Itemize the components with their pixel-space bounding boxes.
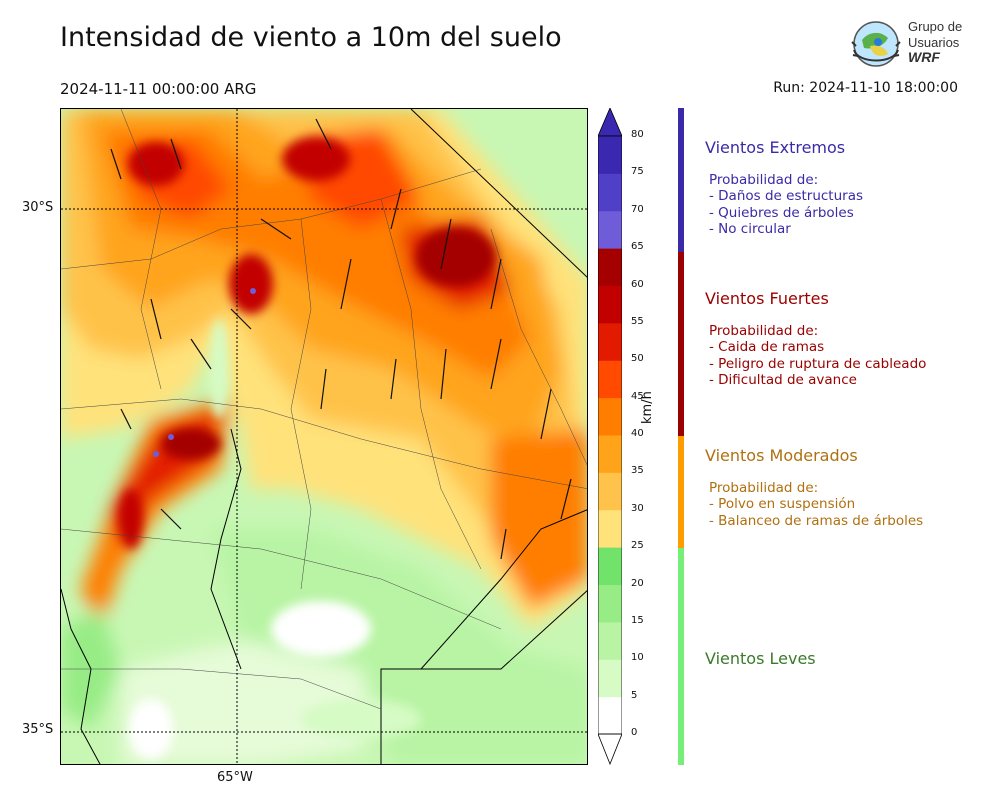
colorbar-bin bbox=[598, 248, 622, 286]
category-moderados-desc: Probabilidad de: - Polvo en suspensión -… bbox=[709, 480, 923, 529]
colorbar-tick-label: 25 bbox=[631, 540, 644, 552]
wind-map bbox=[60, 108, 588, 765]
desc-heading: Probabilidad de: bbox=[709, 323, 819, 339]
colorbar-tick-label: 10 bbox=[631, 652, 644, 664]
globe-logo-icon bbox=[851, 21, 901, 67]
wind-contours-detail bbox=[119, 137, 496, 759]
colorbar-tick-label: 0 bbox=[631, 727, 638, 738]
colorbar-tick-label: 75 bbox=[631, 166, 644, 178]
colorbar-bin bbox=[598, 397, 622, 436]
category-extremos-title: Vientos Extremos bbox=[705, 138, 846, 157]
colorbar-bin bbox=[598, 472, 622, 511]
colorbar-tick-label: 65 bbox=[631, 241, 644, 253]
desc-item: - Balanceo de ramas de árboles bbox=[709, 512, 924, 529]
desc-heading: Probabilidad de: bbox=[709, 480, 819, 496]
colorbar bbox=[598, 108, 622, 766]
band-moderados bbox=[678, 436, 684, 548]
band-extremos bbox=[678, 108, 684, 252]
colorbar-bin bbox=[598, 435, 622, 473]
wind-vectors bbox=[110, 118, 572, 560]
colorbar-tick-label: 40 bbox=[631, 428, 644, 439]
lon-label-65w: 65°W bbox=[217, 770, 253, 785]
colorbar-bin bbox=[598, 547, 622, 585]
country-borders bbox=[61, 109, 587, 764]
colorbar-bin bbox=[598, 584, 622, 623]
logo-text-line3: WRF bbox=[908, 49, 940, 65]
graticule bbox=[61, 109, 587, 764]
colorbar-tick-label: 60 bbox=[631, 278, 644, 290]
colorbar-bin bbox=[598, 509, 622, 548]
colorbar-tick-label: 20 bbox=[631, 577, 644, 589]
colorbar-bin bbox=[598, 360, 622, 399]
category-extremos-desc: Probabilidad de: - Daños de estructuras … bbox=[709, 172, 863, 238]
category-fuertes-desc: Probabilidad de: - Caida de ramas - Peli… bbox=[709, 323, 926, 389]
colorbar-tick-label: 5 bbox=[631, 689, 638, 701]
desc-item: - Daños de estructuras bbox=[709, 188, 864, 205]
colorbar-tick-label: 15 bbox=[631, 614, 644, 626]
band-leves bbox=[678, 548, 684, 765]
colorbar-tick-label: 55 bbox=[631, 315, 644, 327]
colorbar-bin bbox=[598, 659, 622, 698]
province-borders bbox=[61, 109, 587, 710]
colorbar-tick-label: 30 bbox=[631, 502, 644, 514]
map-title: Intensidad de viento a 10m del suelo bbox=[60, 22, 562, 53]
colorbar-bin bbox=[598, 285, 622, 324]
band-fuertes bbox=[678, 252, 684, 436]
colorbar-bin bbox=[598, 173, 622, 212]
colorbar-bin bbox=[598, 322, 622, 361]
colorbar-extend-bottom bbox=[598, 733, 622, 766]
category-fuertes-title: Vientos Fuertes bbox=[705, 289, 829, 308]
colorbar-bin bbox=[598, 696, 622, 735]
desc-item: - Quiebres de árboles bbox=[709, 204, 854, 221]
category-leves-title: Vientos Leves bbox=[705, 649, 816, 668]
colorbar-tick-label: 50 bbox=[631, 353, 644, 365]
desc-item: - Polvo en suspensión bbox=[709, 496, 856, 513]
colorbar-bin bbox=[598, 210, 622, 249]
colorbar-extend-top bbox=[598, 108, 622, 137]
run-time: Run: 2024-11-10 18:00:00 bbox=[773, 80, 958, 96]
colorbar-bin bbox=[598, 621, 622, 660]
wrf-logo: Grupo de Usuarios WRF bbox=[848, 16, 968, 72]
wind-field-svg bbox=[61, 109, 587, 764]
desc-item: - Peligro de ruptura de cableado bbox=[709, 355, 927, 372]
desc-item: - No circular bbox=[709, 221, 791, 238]
logo-text-line2: Usuarios bbox=[908, 35, 960, 50]
valid-time: 2024-11-11 00:00:00 ARG bbox=[60, 80, 257, 98]
colorbar-tick-label: 45 bbox=[631, 390, 644, 402]
desc-heading: Probabilidad de: bbox=[709, 172, 819, 188]
desc-item: - Dificultad de avance bbox=[709, 372, 857, 389]
category-moderados-title: Vientos Moderados bbox=[705, 446, 858, 465]
colorbar-tick-label: 35 bbox=[631, 465, 644, 477]
logo-text-line1: Grupo de bbox=[908, 19, 963, 34]
colorbar-tick-label: 80 bbox=[631, 129, 644, 140]
colorbar-bin bbox=[598, 136, 622, 174]
lat-label-35s: 35°S bbox=[22, 722, 54, 737]
colorbar-unit: km/h bbox=[640, 391, 655, 424]
desc-item: - Caida de ramas bbox=[709, 339, 825, 356]
lat-label-30s: 30°S bbox=[22, 200, 54, 215]
colorbar-tick-label: 70 bbox=[631, 203, 644, 215]
